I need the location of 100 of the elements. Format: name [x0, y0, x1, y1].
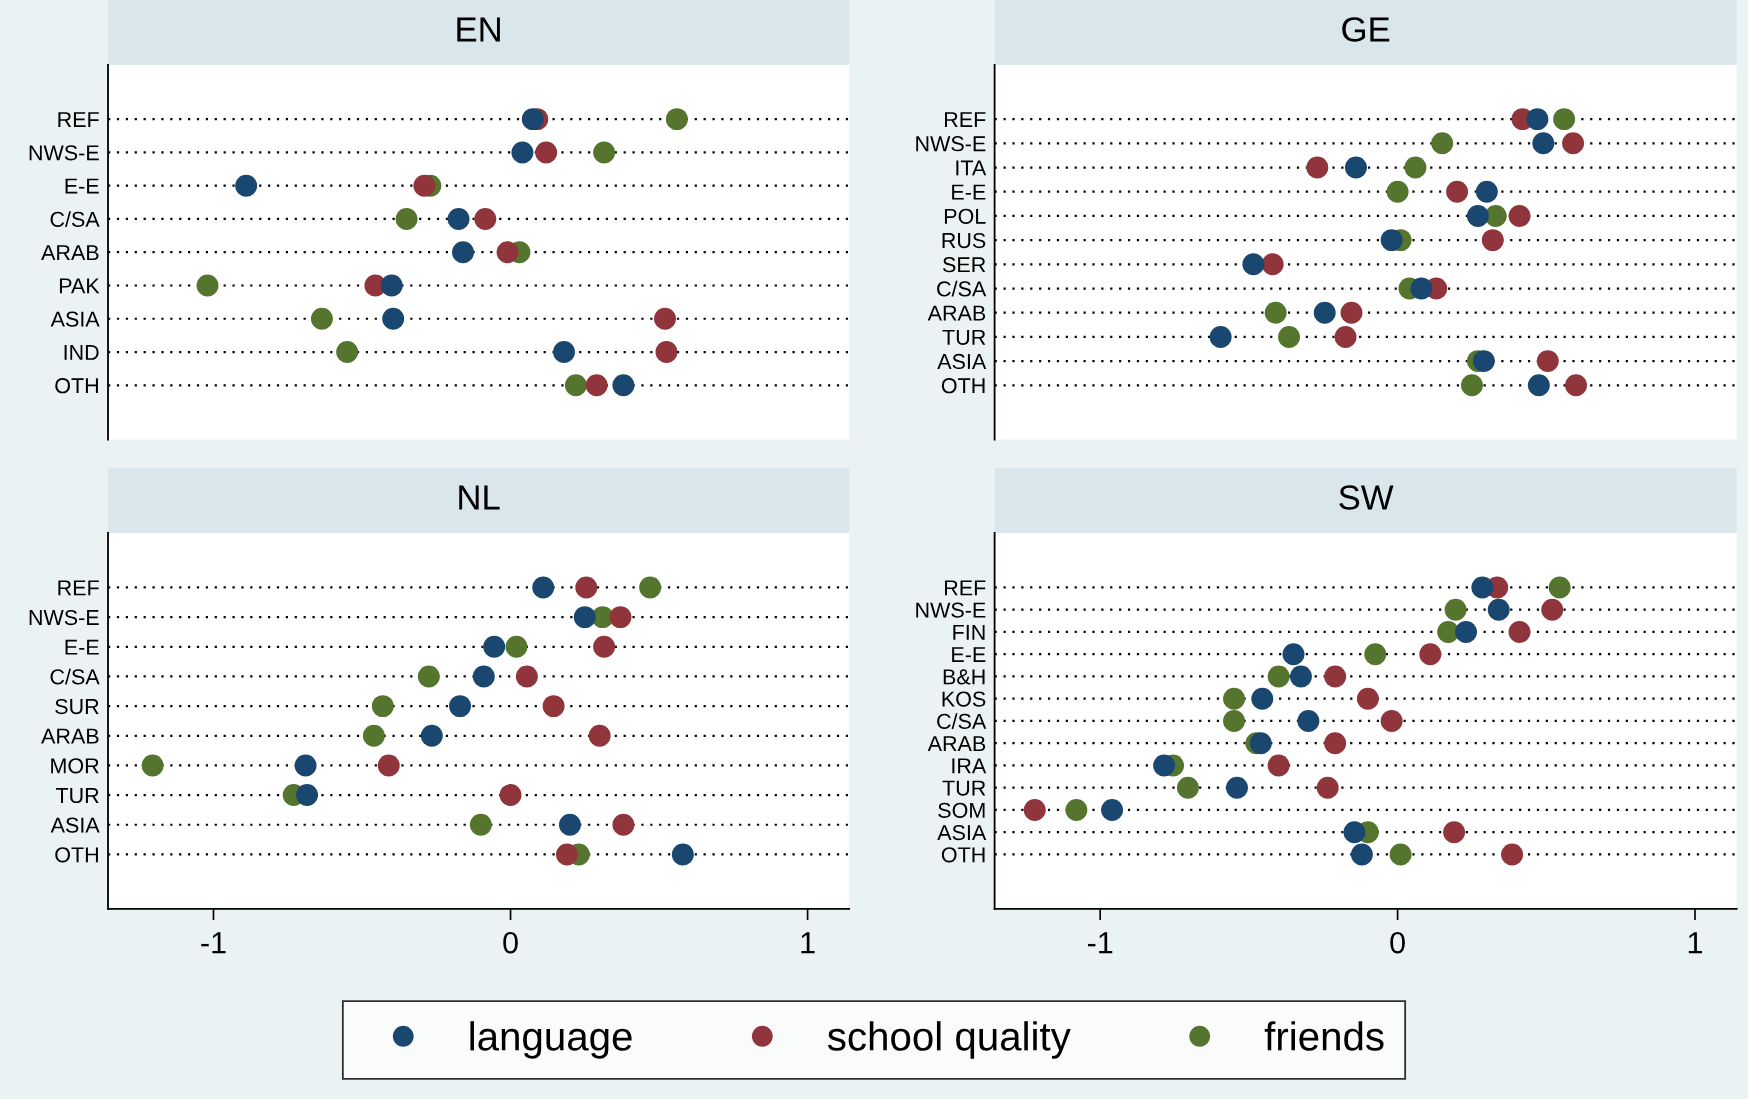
y-tick-label: OTH: [941, 378, 985, 394]
y-tick-label: IND: [64, 345, 99, 360]
point: [1565, 374, 1588, 397]
point: [1501, 843, 1524, 866]
y-tick-label: OTH: [55, 847, 98, 863]
point: [612, 374, 635, 397]
point: [1261, 253, 1284, 276]
point: [1289, 665, 1312, 688]
y-tick-label: PAK: [59, 278, 100, 294]
point: [654, 307, 676, 330]
point: [535, 141, 558, 164]
y-tick-label: IRA: [952, 758, 987, 774]
point: [593, 635, 616, 658]
point: [1532, 132, 1555, 155]
point: [1209, 325, 1232, 348]
point: [1471, 576, 1494, 599]
y-tick-label: REF: [944, 580, 986, 596]
y-tick-label: SOM: [938, 802, 985, 818]
point: [1404, 156, 1427, 179]
x-tick-label: -1: [1087, 932, 1113, 954]
y-tick-label: REF: [58, 112, 99, 127]
point: [515, 665, 538, 688]
point: [665, 108, 688, 131]
point: [1313, 301, 1336, 324]
point: [1475, 180, 1498, 203]
point: [558, 813, 581, 836]
chart-title: NL: [459, 485, 500, 510]
point: [521, 108, 544, 131]
y-tick-label: SUR: [55, 698, 99, 715]
point: [447, 207, 470, 230]
point: [671, 843, 694, 866]
point: [1316, 776, 1339, 799]
point: [1386, 180, 1409, 203]
point: [612, 813, 635, 836]
point: [1306, 156, 1329, 179]
point: [1487, 598, 1510, 621]
x-tick-label: 0: [1390, 931, 1405, 954]
point: [499, 784, 522, 807]
point: [336, 341, 359, 364]
point: [296, 784, 319, 807]
y-tick-label: ASIA: [50, 817, 100, 833]
point: [1508, 204, 1531, 227]
point: [1153, 754, 1176, 777]
y-tick-label: NWS-E: [29, 609, 99, 626]
y-tick-label: ASIA: [937, 824, 987, 841]
point: [1226, 776, 1248, 799]
point: [1242, 253, 1265, 276]
point: [413, 174, 436, 197]
point: [196, 274, 219, 297]
y-tick-label: REF: [944, 112, 986, 127]
point: [417, 665, 440, 688]
point: [505, 635, 528, 658]
point: [310, 307, 333, 330]
point: [1466, 204, 1489, 227]
point: [609, 606, 632, 629]
point: [1343, 821, 1366, 844]
point: [380, 274, 403, 297]
point: [556, 843, 578, 866]
point: [1267, 754, 1290, 777]
y-tick-label: C/SA: [937, 713, 987, 729]
point: [1324, 665, 1347, 688]
point: [585, 374, 608, 397]
point: [573, 606, 596, 629]
y-tick-label: MOR: [51, 758, 99, 774]
chart-title: GE: [1342, 17, 1390, 42]
y-tick-label: B&H: [943, 669, 985, 685]
point: [452, 241, 474, 264]
point: [1364, 643, 1387, 666]
point: [1410, 277, 1433, 300]
point: [1356, 687, 1379, 710]
point: [532, 576, 555, 599]
point: [1526, 108, 1549, 131]
x-tick-label: 0: [503, 931, 518, 954]
y-tick-label: ITA: [956, 160, 987, 176]
x-tick-label: 1: [1688, 932, 1703, 954]
y-tick-label: ARAB: [927, 736, 986, 751]
point: [371, 695, 394, 718]
point: [655, 341, 678, 364]
y-tick-label: C/SA: [50, 668, 100, 685]
point: [472, 665, 495, 688]
y-tick-label: E-E: [952, 184, 986, 200]
point: [362, 724, 385, 747]
y-tick-label: E-E: [952, 647, 986, 663]
point: [1297, 709, 1320, 732]
y-tick-label: OTH: [55, 378, 98, 394]
point: [1508, 620, 1531, 643]
point: [1443, 821, 1466, 844]
point: [1334, 325, 1357, 348]
point: [474, 207, 497, 230]
point: [1460, 374, 1483, 397]
point: [235, 174, 258, 197]
point: [1541, 598, 1564, 621]
point: [588, 724, 611, 747]
y-tick-label: OTH: [941, 847, 985, 863]
point: [511, 141, 534, 164]
y-tick-label: TUR: [942, 329, 986, 345]
point: [1536, 350, 1559, 373]
y-tick-label: TUR: [55, 788, 99, 804]
point: [553, 341, 575, 364]
y-tick-label: NWS-E: [916, 136, 986, 152]
